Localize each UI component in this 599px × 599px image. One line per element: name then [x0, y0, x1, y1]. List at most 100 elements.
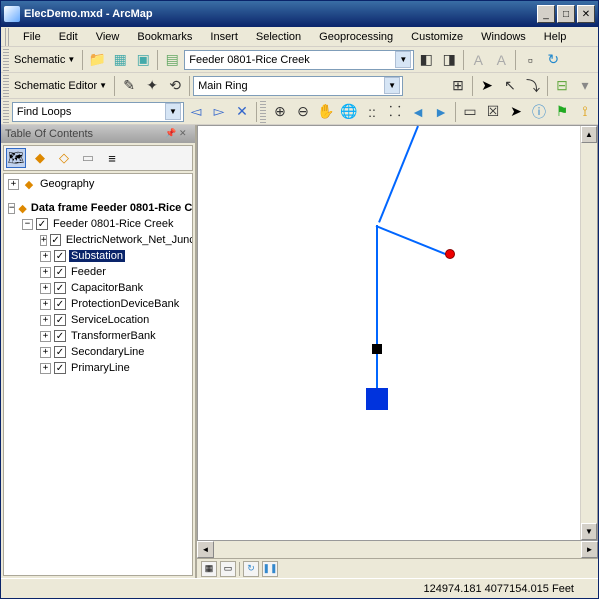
data-view-tab[interactable]: ▦: [201, 561, 217, 577]
pause-draw-icon[interactable]: ❚❚: [262, 561, 278, 577]
expand-icon[interactable]: +: [40, 315, 51, 326]
menu-edit[interactable]: Edit: [51, 29, 86, 45]
tree-layer-row[interactable]: +✓TransformerBank: [6, 328, 190, 344]
scroll-left-icon[interactable]: ◄: [197, 541, 214, 558]
tree-node-dataframe[interactable]: − ◆ Data frame Feeder 0801-Rice Creek: [6, 200, 190, 216]
font-a-icon[interactable]: A: [467, 49, 489, 71]
fixed-zoom-in-icon[interactable]: ::: [361, 101, 383, 123]
back-icon-nav[interactable]: ◄: [407, 101, 429, 123]
layer-checkbox[interactable]: ✓: [54, 346, 66, 358]
combo-arrow-icon[interactable]: ▼: [384, 77, 400, 94]
tree-layer-row[interactable]: +✓CapacitorBank: [6, 280, 190, 296]
menubar-grip[interactable]: [5, 28, 11, 46]
rotate-icon[interactable]: ⤵: [522, 75, 544, 97]
menu-geoprocessing[interactable]: Geoprocessing: [311, 29, 401, 45]
toc-close-icon[interactable]: ✕: [179, 128, 191, 140]
tree-layer-row[interactable]: +✓ServiceLocation: [6, 312, 190, 328]
scroll-up-icon[interactable]: ▲: [581, 126, 597, 143]
tree-node-geography[interactable]: + ◆ Geography: [6, 176, 190, 192]
expand-icon[interactable]: +: [40, 331, 51, 342]
maximize-button[interactable]: □: [557, 5, 575, 23]
save-diagram-icon[interactable]: ▣: [132, 49, 154, 71]
propagate2-icon[interactable]: ◨: [438, 49, 460, 71]
feeder-combo[interactable]: Feeder 0801-Rice Creek ▼: [184, 50, 414, 70]
toolbar-grip[interactable]: [260, 101, 266, 123]
close-button[interactable]: ✕: [577, 5, 595, 23]
goto-xy-icon[interactable]: ⟟: [574, 101, 596, 123]
drop-icon[interactable]: ▾: [574, 75, 596, 97]
decrease-icon[interactable]: ▫: [519, 49, 541, 71]
layer-checkbox[interactable]: ✓: [54, 362, 66, 374]
tree-layer-row[interactable]: +✓PrimaryLine: [6, 360, 190, 376]
list-by-selection-icon[interactable]: ▭: [78, 148, 98, 168]
refresh-view-icon[interactable]: ↻: [243, 561, 259, 577]
menu-bookmarks[interactable]: Bookmarks: [129, 29, 200, 45]
tree-layer-row[interactable]: +✓SecondaryLine: [6, 344, 190, 360]
map-canvas[interactable]: ▲ ▼: [197, 125, 598, 541]
trace-back-icon[interactable]: ◅: [185, 101, 207, 123]
list-by-visibility-icon[interactable]: ◇: [54, 148, 74, 168]
layout-view-tab[interactable]: ▭: [220, 561, 236, 577]
list-by-drawing-icon[interactable]: 🗺: [6, 148, 26, 168]
layer-checkbox[interactable]: ✓: [54, 250, 66, 262]
align-icon[interactable]: ⊞: [447, 75, 469, 97]
zoom-in-icon[interactable]: ⊕: [269, 101, 291, 123]
identify-icon[interactable]: ⓘ: [528, 101, 550, 123]
fixed-zoom-out-icon[interactable]: ⸬: [384, 101, 406, 123]
layer-checkbox[interactable]: ✓: [54, 266, 66, 278]
select-arrow-icon[interactable]: ➤: [476, 75, 498, 97]
refresh-icon[interactable]: ↻: [542, 49, 564, 71]
select-element-icon[interactable]: ➤: [505, 101, 527, 123]
layout-task-icon[interactable]: ⟲: [164, 75, 186, 97]
toolbar-grip[interactable]: [3, 49, 9, 71]
move-node-icon[interactable]: ✦: [141, 75, 163, 97]
open-folder-icon[interactable]: 📁: [86, 49, 108, 71]
propagate-icon[interactable]: ◧: [415, 49, 437, 71]
expand-icon[interactable]: +: [40, 347, 51, 358]
toolbar-grip[interactable]: [3, 101, 9, 123]
layout-combo[interactable]: Main Ring ▼: [193, 76, 403, 96]
expand-icon[interactable]: +: [40, 267, 51, 278]
list-by-source-icon[interactable]: ◆: [30, 148, 50, 168]
collapse-icon[interactable]: −: [22, 219, 33, 230]
menu-selection[interactable]: Selection: [248, 29, 309, 45]
layer-checkbox[interactable]: ✓: [36, 218, 48, 230]
select-features-icon[interactable]: ▭: [459, 101, 481, 123]
vertical-scrollbar[interactable]: ▲ ▼: [580, 126, 597, 540]
expand-icon[interactable]: +: [40, 363, 51, 374]
combo-arrow-icon[interactable]: ▼: [395, 51, 411, 68]
find-flag-icon[interactable]: ⚑: [551, 101, 573, 123]
layer-checkbox[interactable]: ✓: [50, 234, 60, 246]
layers-icon[interactable]: ▤: [161, 49, 183, 71]
collapse-icon[interactable]: −: [8, 203, 15, 214]
tree-node-feeder[interactable]: − ✓ Feeder 0801-Rice Creek: [6, 216, 190, 232]
tree-layer-row[interactable]: +✓ElectricNetwork_Net_Junctions: [6, 232, 190, 248]
menu-file[interactable]: File: [15, 29, 49, 45]
full-extent-icon[interactable]: 🌐: [338, 101, 360, 123]
layer-checkbox[interactable]: ✓: [54, 330, 66, 342]
tree-layer-row[interactable]: +✓Substation: [6, 248, 190, 264]
expand-icon[interactable]: +: [40, 235, 47, 246]
find-loops-combo[interactable]: Find Loops ▼: [12, 102, 184, 122]
scroll-down-icon[interactable]: ▼: [581, 523, 597, 540]
options-icon[interactable]: ≡: [102, 148, 122, 168]
fwd-icon-nav[interactable]: ►: [430, 101, 452, 123]
menu-customize[interactable]: Customize: [403, 29, 471, 45]
menu-insert[interactable]: Insert: [202, 29, 246, 45]
layer-checkbox[interactable]: ✓: [54, 298, 66, 310]
edit-diagram-icon[interactable]: ✎: [118, 75, 140, 97]
diagram-icon[interactable]: ▦: [109, 49, 131, 71]
layer-checkbox[interactable]: ✓: [54, 282, 66, 294]
expand-icon[interactable]: +: [40, 299, 51, 310]
clear-selection-icon[interactable]: ☒: [482, 101, 504, 123]
layer-checkbox[interactable]: ✓: [54, 314, 66, 326]
minimize-button[interactable]: _: [537, 5, 555, 23]
menu-windows[interactable]: Windows: [473, 29, 534, 45]
zoom-out-icon[interactable]: ⊖: [292, 101, 314, 123]
tree-icon[interactable]: ⊟: [551, 75, 573, 97]
menu-help[interactable]: Help: [536, 29, 575, 45]
expand-icon[interactable]: +: [40, 251, 51, 262]
tree-layer-row[interactable]: +✓Feeder: [6, 264, 190, 280]
trace-cross-icon[interactable]: ✕: [231, 101, 253, 123]
schematic-editor-dropdown[interactable]: Schematic Editor ▼: [12, 78, 111, 94]
